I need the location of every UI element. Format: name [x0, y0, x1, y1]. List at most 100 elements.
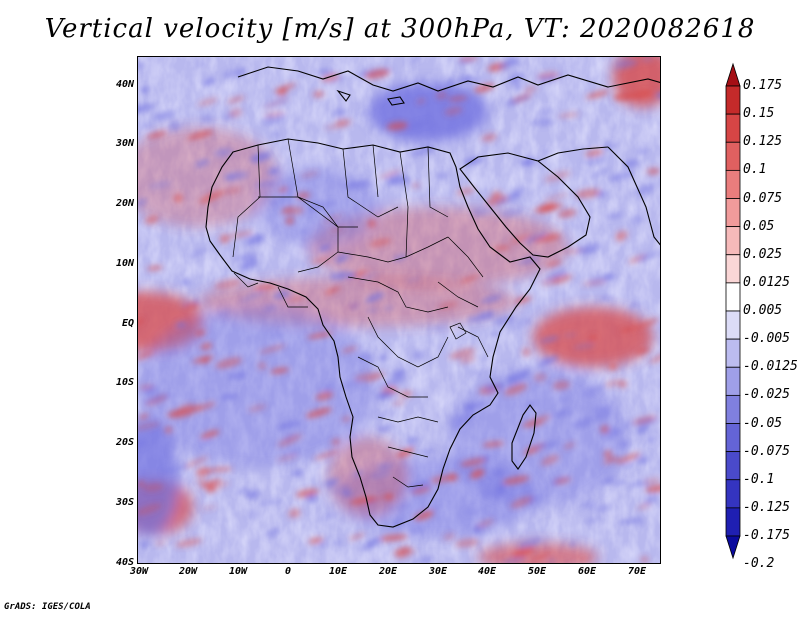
field-speck — [455, 538, 479, 548]
field-speck — [138, 503, 163, 516]
colorbar-boxes — [725, 62, 741, 560]
border-line — [232, 138, 489, 488]
field-speck — [460, 457, 487, 467]
lat-label-30N: 30N — [115, 138, 134, 149]
field-speck — [480, 295, 502, 304]
field-speck — [290, 469, 305, 477]
field-speck — [308, 537, 324, 544]
field-speck — [310, 258, 330, 264]
field-speck — [638, 187, 654, 197]
africa-coastline — [205, 138, 541, 528]
field-speck — [636, 318, 659, 330]
field-speck — [511, 93, 532, 103]
field-speck — [344, 180, 373, 189]
field-speck — [143, 483, 164, 492]
field-speck — [278, 187, 288, 193]
colorbar-label: 0.005 — [743, 303, 783, 318]
field-speck — [636, 147, 648, 155]
field-speck — [539, 120, 556, 126]
field-speck — [478, 355, 490, 361]
field-speck — [288, 508, 301, 518]
field-speck — [333, 539, 342, 546]
field-speck — [277, 454, 298, 461]
field-speck — [492, 490, 507, 500]
field-speck — [541, 149, 550, 155]
field-speck — [513, 81, 523, 91]
field-speck — [600, 425, 610, 434]
field-speck — [227, 96, 245, 104]
field-speck — [263, 111, 286, 118]
madagascar-coastline — [511, 404, 537, 470]
field-speck — [509, 187, 526, 197]
field-speck — [196, 478, 206, 484]
field-speck — [360, 110, 372, 116]
field-speck — [267, 167, 280, 176]
lat-label-30S: 30S — [115, 497, 134, 508]
field-speck — [365, 372, 386, 382]
field-speck — [602, 428, 625, 441]
field-speck — [204, 481, 230, 493]
mediterranean-islands — [336, 89, 405, 106]
field-speck — [377, 410, 395, 419]
colorbar-box — [725, 338, 741, 368]
field-speck — [138, 62, 146, 69]
field-speck — [634, 183, 658, 192]
field-speck — [322, 511, 339, 521]
field-speck — [585, 516, 601, 524]
field-speck — [234, 253, 258, 261]
colorbar-box — [725, 141, 741, 171]
field-speck — [558, 113, 580, 118]
colorbar-box — [725, 451, 741, 481]
field-speck — [450, 412, 476, 424]
field-speck — [146, 131, 167, 139]
lon-label-20E: 20E — [378, 566, 398, 577]
colorbar-label: 0.025 — [743, 246, 783, 262]
colorbar-label: 0.075 — [743, 190, 783, 206]
colorbar-label: 0.175 — [743, 78, 783, 93]
field-speck — [517, 537, 544, 549]
field-speck — [384, 493, 394, 501]
field-speck — [308, 205, 318, 213]
grads-credit: GrADS: IGES/COLA — [4, 602, 91, 612]
field-speck — [240, 290, 265, 302]
field-speck — [588, 334, 598, 342]
field-speck — [288, 450, 300, 454]
colorbar-box — [725, 254, 741, 284]
colorbar-label: -0.175 — [743, 528, 790, 543]
field-speck — [449, 348, 476, 360]
field-speck — [364, 68, 390, 79]
field-speck — [523, 85, 538, 93]
field-speck — [538, 234, 561, 242]
field-speck — [335, 253, 350, 263]
field-speck — [540, 356, 560, 365]
colorbar-label: 0.0125 — [743, 274, 790, 290]
lat-label-10N: 10N — [115, 258, 134, 269]
field-speck — [188, 248, 207, 258]
country-borders — [232, 138, 489, 488]
field-speck — [197, 439, 212, 448]
field-speck — [615, 234, 625, 243]
field-speck — [379, 169, 402, 179]
field-speck — [640, 555, 649, 563]
field-speck — [138, 318, 145, 325]
field-speck — [338, 380, 362, 389]
field-speck — [504, 383, 528, 396]
field-speck — [175, 538, 203, 548]
field-speck — [315, 69, 334, 75]
field-speck — [335, 119, 351, 126]
field-speck — [157, 350, 182, 357]
field-speck — [378, 354, 388, 361]
field-speck — [245, 490, 260, 499]
field-speck — [628, 90, 654, 99]
field-speck — [618, 517, 643, 525]
field-speck — [480, 489, 492, 496]
field-speck — [271, 130, 281, 138]
field-speck — [579, 385, 602, 399]
field-speck — [422, 509, 436, 516]
field-speck — [185, 302, 200, 310]
field-speck — [471, 526, 484, 534]
field-speck — [471, 206, 492, 217]
lat-label-40N: 40N — [115, 79, 134, 90]
field-speck — [571, 418, 593, 429]
field-speck — [144, 215, 159, 225]
